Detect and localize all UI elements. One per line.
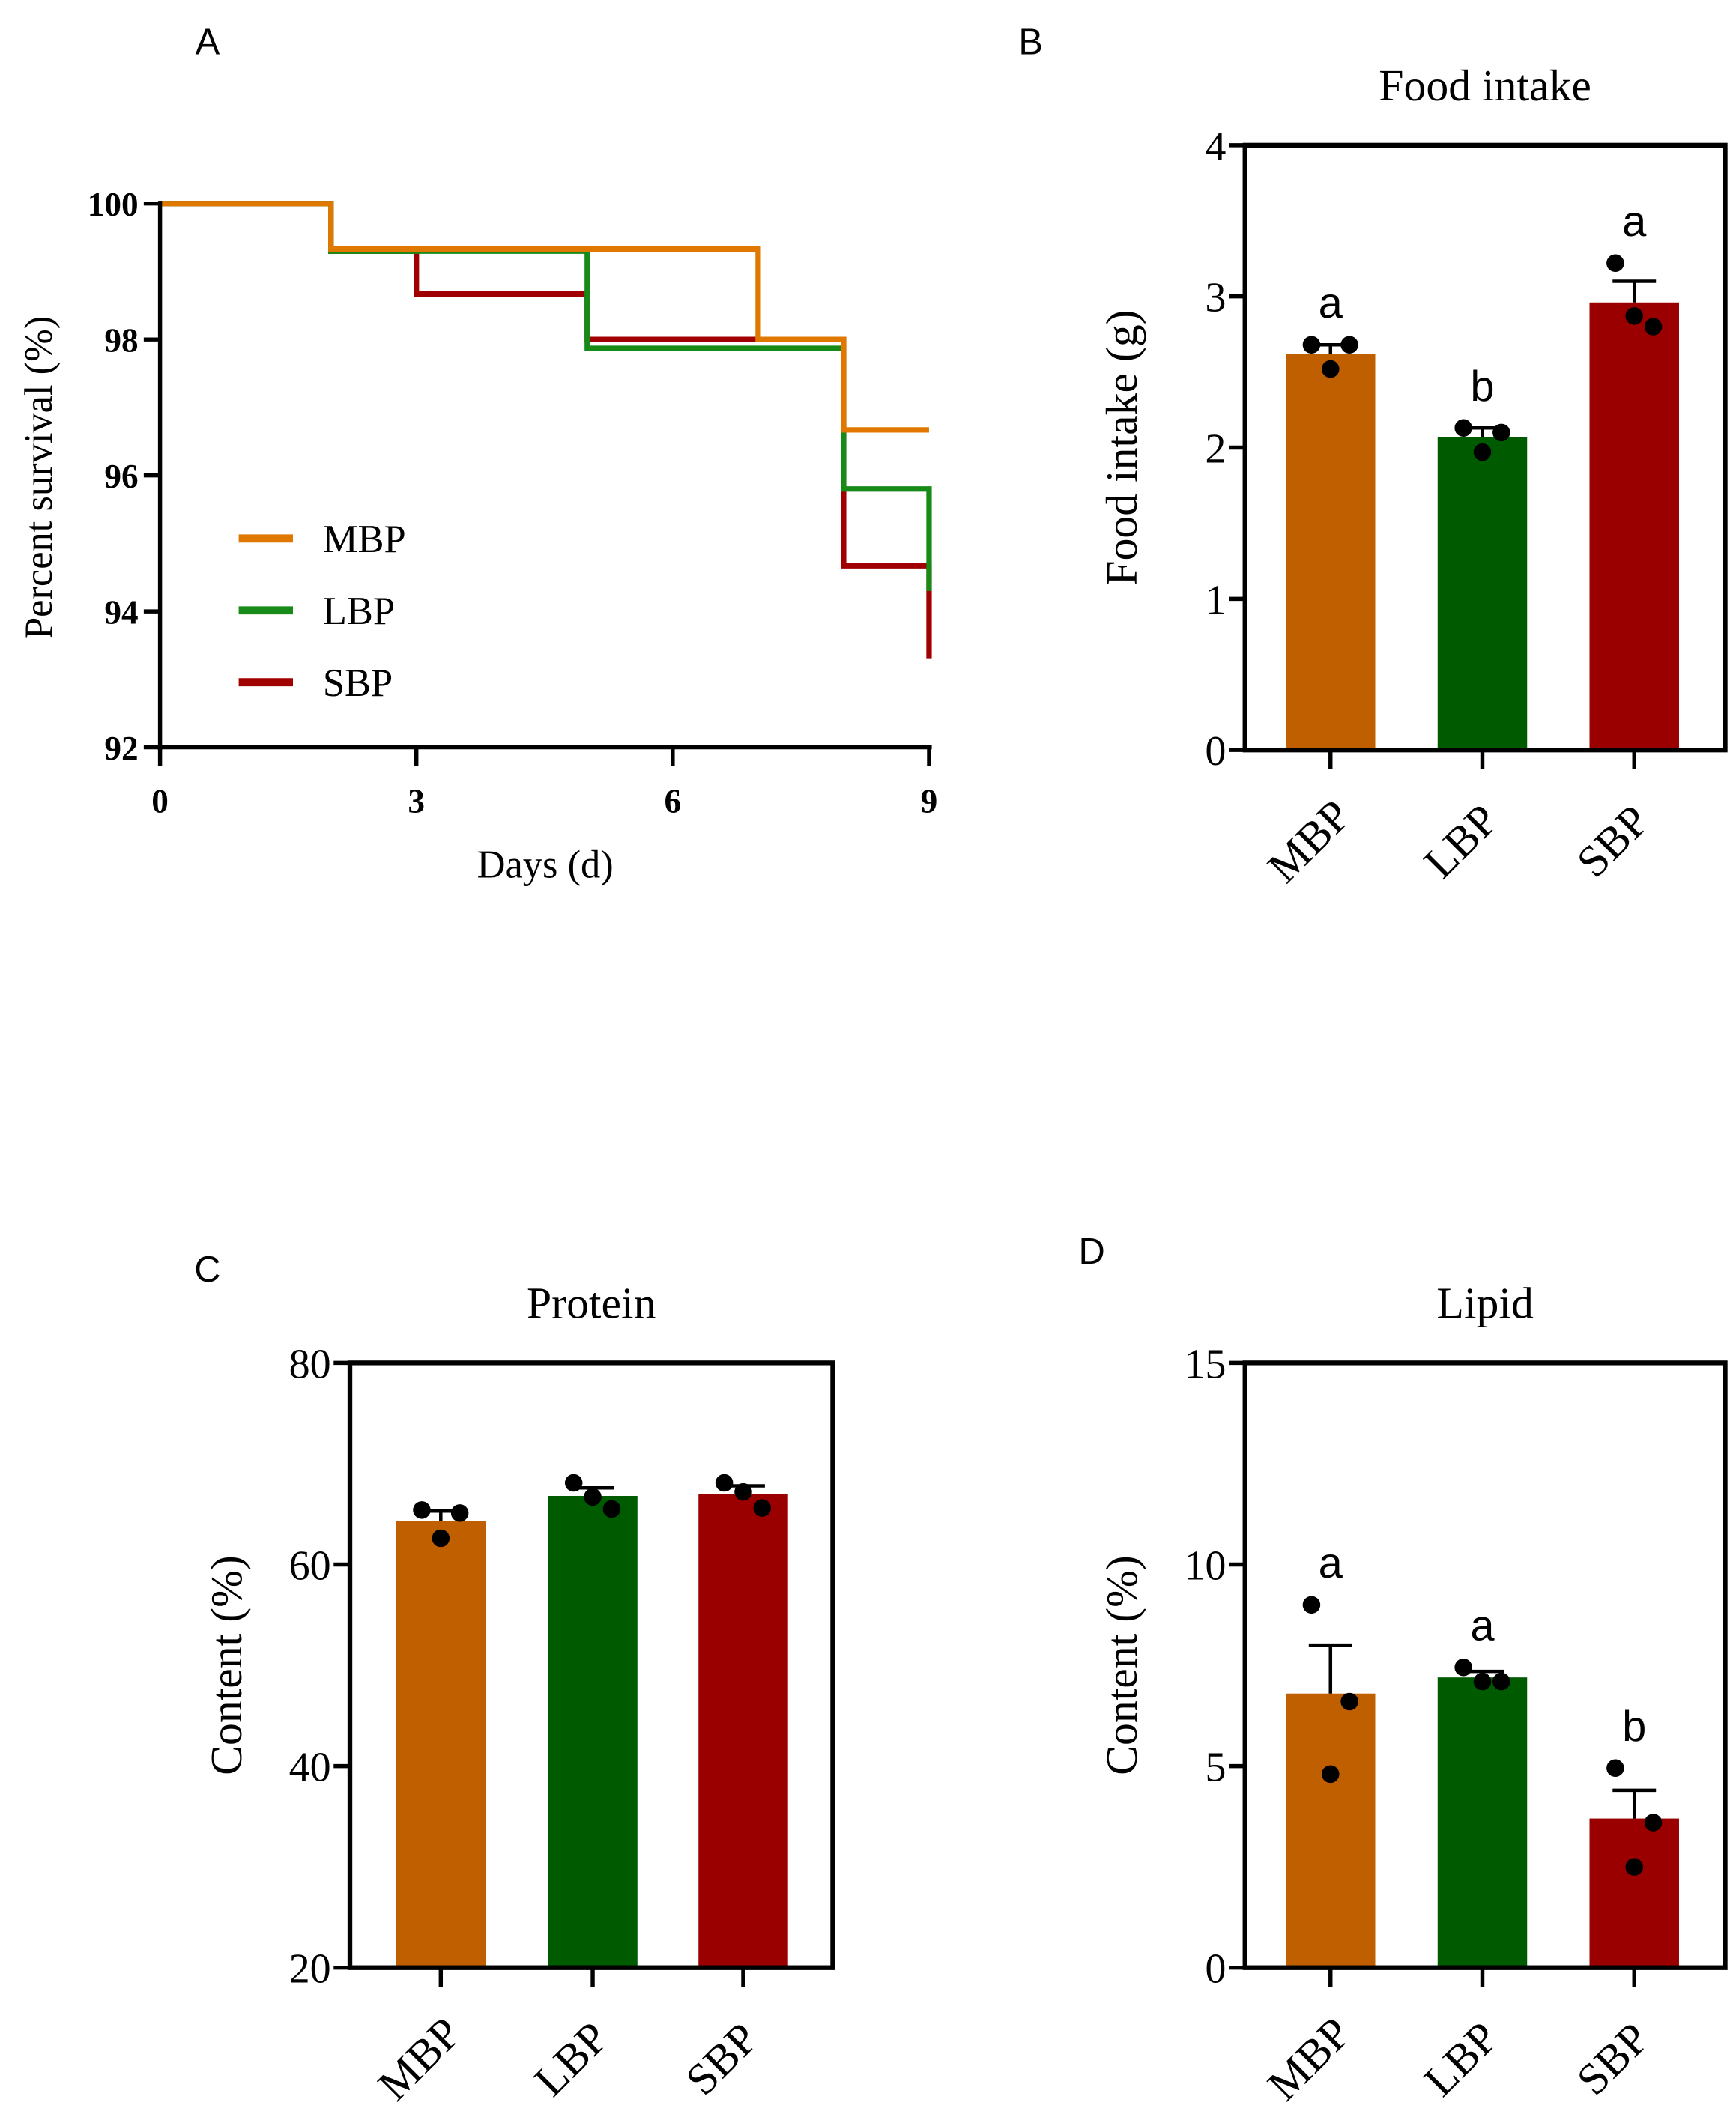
chart-title: Food intake <box>1379 61 1591 110</box>
data-point-SBP <box>1644 318 1663 336</box>
y-tick-label: 98 <box>104 321 138 359</box>
data-point-MBP <box>1302 336 1321 354</box>
y-axis-label: Content (%) <box>202 1555 251 1775</box>
data-point-SBP <box>753 1499 772 1517</box>
panel-label-C: C <box>194 1250 220 1290</box>
y-tick-label: 0 <box>1205 728 1226 775</box>
data-point-LBP <box>1454 419 1472 437</box>
data-point-LBP <box>1473 1672 1492 1691</box>
y-tick-label: 1 <box>1205 577 1226 623</box>
data-point-MBP <box>432 1529 450 1548</box>
y-tick-label: 5 <box>1205 1745 1226 1791</box>
data-point-LBP <box>602 1500 621 1518</box>
data-point-MBP <box>1321 1765 1340 1784</box>
significance-letter-MBP: a <box>1319 279 1343 327</box>
chart-title: Protein <box>527 1279 656 1328</box>
significance-letter-SBP: a <box>1622 198 1647 246</box>
y-tick-label: 92 <box>104 730 138 767</box>
data-point-SBP <box>1644 1814 1663 1832</box>
data-point-MBP <box>450 1504 469 1522</box>
significance-letter-MBP: a <box>1319 1539 1343 1587</box>
bar-chart-D <box>1229 1360 1728 1987</box>
data-point-SBP <box>1606 254 1624 273</box>
x-tick-label-MBP: MBP <box>369 2008 471 2110</box>
x-tick-label: 6 <box>665 782 682 820</box>
bar-LBP <box>548 1495 638 1968</box>
bar-LBP <box>1437 437 1528 751</box>
y-tick-label: 96 <box>104 458 138 495</box>
y-tick-label: 100 <box>88 186 139 223</box>
data-point-LBP <box>1492 423 1510 442</box>
y-tick-label: 3 <box>1205 275 1226 321</box>
bar-MBP <box>1286 354 1376 751</box>
x-tick-label-LBP: LBP <box>524 2012 617 2105</box>
legend-label-LBP: LBP <box>323 590 395 633</box>
bar-MBP <box>396 1521 486 1968</box>
x-tick-label-SBP: SBP <box>1567 796 1659 887</box>
y-axis-label: Food intake (g) <box>1097 309 1146 585</box>
survival-line-LBP <box>160 201 932 591</box>
y-tick-label: 80 <box>289 1341 331 1387</box>
data-point-MBP <box>1340 1692 1358 1711</box>
x-tick-label-MBP: MBP <box>1258 790 1360 892</box>
panel-label-D: D <box>1079 1232 1105 1272</box>
x-tick-label: 3 <box>408 782 425 820</box>
y-axis-label: Percent survival (%) <box>17 316 61 639</box>
y-axis-label: Content (%) <box>1097 1555 1146 1775</box>
x-tick-label-LBP: LBP <box>1415 2012 1507 2105</box>
data-point-LBP <box>1492 1672 1510 1691</box>
data-point-LBP <box>584 1488 602 1506</box>
survival-chart <box>143 201 932 766</box>
y-tick-label: 4 <box>1205 124 1226 170</box>
significance-letter-LBP: a <box>1470 1602 1495 1650</box>
y-tick-label: 15 <box>1184 1341 1226 1387</box>
y-tick-label: 94 <box>104 593 138 631</box>
legend-label-MBP: MBP <box>323 518 406 561</box>
x-tick-label-SBP: SBP <box>1567 2013 1659 2104</box>
data-point-LBP <box>564 1474 583 1492</box>
data-point-LBP <box>1473 443 1492 461</box>
survival-line-SBP <box>160 201 932 659</box>
bar-MBP <box>1286 1693 1376 1968</box>
survival-line-MBP <box>160 201 929 433</box>
panel-label-B: B <box>1018 22 1043 63</box>
panel-label-A: A <box>196 22 220 63</box>
plot-frame <box>1242 1360 1728 1970</box>
bar-chart-B <box>1229 142 1728 769</box>
bar-SBP <box>698 1494 788 1968</box>
y-tick-label: 60 <box>289 1542 331 1589</box>
data-point-MBP <box>413 1501 431 1519</box>
data-point-MBP <box>1302 1596 1321 1614</box>
bar-chart-C <box>333 1360 835 1987</box>
data-point-SBP <box>1625 1858 1644 1876</box>
plot-frame <box>347 1360 835 1970</box>
data-point-SBP <box>734 1482 752 1501</box>
y-tick-label: 40 <box>289 1745 331 1791</box>
data-point-LBP <box>1454 1658 1472 1677</box>
y-tick-label: 10 <box>1184 1542 1226 1589</box>
bar-SBP <box>1589 302 1679 751</box>
data-point-SBP <box>1625 307 1644 325</box>
x-tick-label: 0 <box>151 782 169 820</box>
x-tick-label: 9 <box>921 782 938 820</box>
significance-letter-LBP: b <box>1470 363 1494 411</box>
x-tick-label-LBP: LBP <box>1415 795 1507 888</box>
chart-title: Lipid <box>1436 1279 1534 1328</box>
data-point-SBP <box>715 1474 734 1492</box>
significance-letter-SBP: b <box>1622 1703 1646 1751</box>
bar-SBP <box>1589 1818 1679 1968</box>
data-point-SBP <box>1606 1759 1624 1778</box>
bar-LBP <box>1437 1677 1528 1968</box>
data-point-MBP <box>1340 336 1358 354</box>
x-tick-label-MBP: MBP <box>1258 2008 1360 2110</box>
data-point-MBP <box>1321 360 1340 378</box>
y-tick-label: 2 <box>1205 425 1226 472</box>
x-tick-label-SBP: SBP <box>676 2013 767 2104</box>
x-axis-label: Days (d) <box>477 843 614 886</box>
y-tick-label: 20 <box>289 1946 331 1993</box>
y-tick-label: 0 <box>1205 1946 1226 1993</box>
legend-label-SBP: SBP <box>323 661 393 705</box>
